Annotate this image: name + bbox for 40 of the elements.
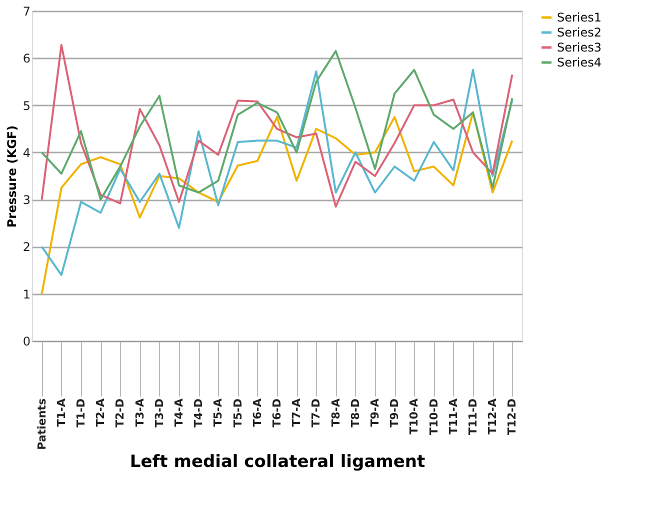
x-tick-label: T9-D [388,398,402,428]
x-tick-label: Patients [35,398,48,450]
x-tick-label: T7-D [310,398,323,428]
x-tick-label: T7-A [290,398,304,427]
x-tick-label: T3-D [152,398,166,428]
line-series [40,68,514,276]
x-tick-label: T8-A [329,398,342,427]
x-tick-label: T5-A [212,398,225,427]
y-tick-label: 7 [22,4,30,18]
y-axis-title: Pressure (KGF) [4,125,19,228]
x-tick-label: T9-A [368,398,382,427]
x-tick-label: T2-D [114,398,127,428]
x-tick-label: T4-D [192,398,206,428]
x-tick-label: T3-A [133,398,146,427]
legend-label: Series4 [557,56,602,70]
x-tick-label: T6-A [250,398,264,427]
y-tick-label: 4 [22,146,30,160]
legend-label: Series3 [557,40,602,54]
x-tick-label: T10-D [427,398,440,436]
x-tick-label: T5-D [231,398,244,428]
y-tick-label: 2 [22,240,30,254]
y-tick-label: 5 [22,98,30,113]
y-tick-label: 3 [22,193,30,208]
x-tick-label: T2-A [94,398,108,427]
legend-label: Series1 [557,10,602,24]
x-tick-label: T12-D [506,398,519,436]
x-tick-label: T11-D [466,398,480,436]
x-tick-label: T1-D [74,398,88,428]
y-tick-label: 0 [22,334,30,348]
y-tick-label: 6 [22,52,30,66]
x-tick-label: T6-D [270,398,284,428]
x-tick-label: T10-A [408,398,421,434]
legend-label: Series2 [557,26,602,40]
x-tick-label: T4-A [172,398,186,427]
x-tick-label: T1-A [54,398,68,427]
x-tick-label: T11-A [446,398,460,434]
x-axis-title: Left medial collateral ligament [130,452,426,472]
y-tick-label: 1 [22,287,30,302]
x-tick-label: T8-D [348,398,362,428]
x-tick-label: T12-A [486,398,500,434]
